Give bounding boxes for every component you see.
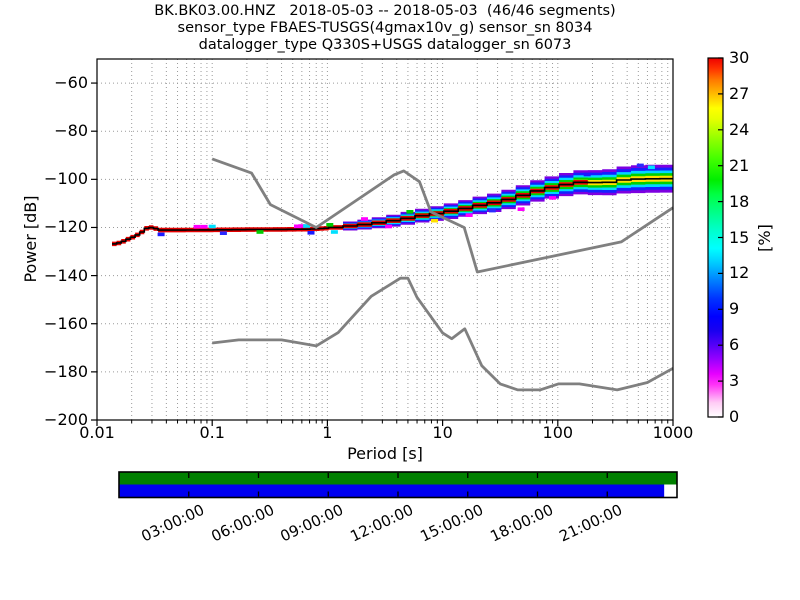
ppsd-cell	[361, 217, 368, 221]
ppsd-cell	[549, 196, 556, 200]
x-tick-label: 10	[432, 423, 453, 442]
title-line-2: sensor_type FBAES-TUSGS(4gmax10v_g) sens…	[177, 20, 593, 36]
title-line-1: BK.BK03.00.HNZ 2018-05-03 -- 2018-05-03 …	[154, 3, 616, 19]
ppsd-cell	[307, 231, 315, 235]
ppsd-cell	[583, 172, 591, 177]
ppsd-cell	[636, 163, 644, 168]
colorbar-tick-label: 12	[729, 263, 750, 283]
colorbar-tick-label: 15	[729, 227, 750, 247]
ppsd-cell	[157, 232, 165, 237]
grid-lines	[97, 59, 673, 420]
y-tick-label: −80	[54, 121, 88, 141]
colorbar-ticks	[718, 57, 723, 418]
ppsd-cell	[200, 224, 208, 229]
ppsd-cell	[330, 230, 338, 234]
ppsd-cell	[647, 165, 655, 170]
colorbar-tick-label: 0	[729, 407, 740, 426]
nhnm-curve	[211, 157, 674, 274]
x-tick-label: 1	[322, 423, 333, 442]
nlnm-curve	[212, 276, 674, 392]
ppsd-cell	[256, 230, 264, 234]
colorbar-tick-label: 30	[729, 48, 750, 67]
ppsd-cell	[326, 223, 334, 227]
colorbar-tick-label: 21	[729, 155, 750, 175]
x-tick-label: 0.1	[199, 423, 225, 442]
y-tick-label: −100	[44, 169, 88, 189]
ppsd-cell	[193, 224, 201, 229]
ppsd-cell	[517, 207, 525, 211]
x-axis-label: Period [s]	[347, 444, 423, 463]
colorbar-tick-label: 6	[729, 335, 740, 355]
colorbar-tick-label: 9	[729, 299, 740, 319]
timeline-bar	[118, 471, 678, 499]
colorbar-tick-label: 24	[729, 119, 750, 139]
plot-frame	[96, 58, 674, 421]
y-tick-label: −60	[54, 73, 88, 93]
ppsd-cell	[488, 208, 496, 213]
y-tick-label: −200	[44, 410, 88, 429]
ppsd-cell	[465, 213, 473, 217]
x-tick-label: 0.01	[79, 423, 115, 442]
y-tick-label: −120	[44, 217, 88, 237]
ppsd-mode-line	[112, 177, 673, 245]
ppsd-cell	[303, 224, 311, 228]
y-tick-label: −140	[44, 265, 88, 285]
ppsd-cell	[406, 210, 414, 214]
x-tick-label: 100	[542, 423, 574, 442]
ppsd-scatter-cells	[157, 163, 655, 237]
y-tick-label: −180	[44, 361, 88, 381]
ppsd-cell	[294, 224, 301, 229]
axis-ticks	[91, 82, 674, 426]
colorbar-tick-label: 3	[729, 371, 740, 391]
ppsd-cell	[385, 224, 393, 229]
colorbar	[708, 58, 723, 417]
ppsd-cell	[431, 218, 438, 223]
colorbar-tick-label: 27	[729, 83, 750, 103]
chart-title: BK.BK03.00.HNZ 2018-05-03 -- 2018-05-03 …	[97, 3, 673, 54]
colorbar-tick-label: 18	[729, 191, 750, 211]
ppsd-cell	[298, 224, 306, 228]
ppsd-cell	[219, 231, 227, 235]
x-tick-label: 1000	[652, 423, 694, 442]
title-line-3: datalogger_type Q330S+USGS datalogger_sn…	[198, 37, 572, 53]
ppsd-cell	[208, 224, 216, 229]
y-tick-label: −160	[44, 313, 88, 333]
